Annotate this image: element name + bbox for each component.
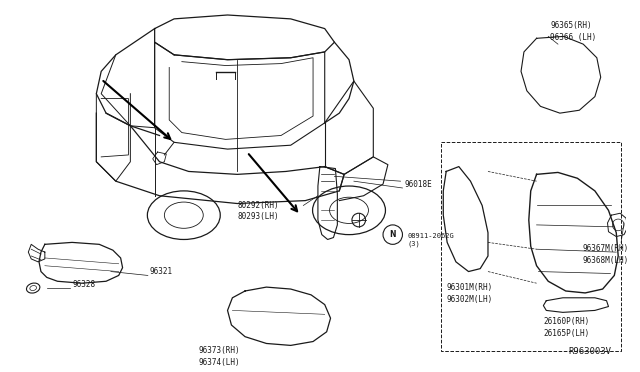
Text: 80292(RH)
80293(LH): 80292(RH) 80293(LH) <box>237 201 279 221</box>
Text: 08911-2062G
(3): 08911-2062G (3) <box>407 232 454 247</box>
Text: 96328: 96328 <box>72 280 95 289</box>
Text: 96301M(RH)
96302M(LH): 96301M(RH) 96302M(LH) <box>446 283 492 304</box>
Text: N: N <box>390 230 396 239</box>
Text: 96018E: 96018E <box>404 180 432 189</box>
Text: 96367M(RH)
96368M(LH): 96367M(RH) 96368M(LH) <box>582 244 628 265</box>
Text: R963003V: R963003V <box>568 347 611 356</box>
Text: 96365(RH)
96366 (LH): 96365(RH) 96366 (LH) <box>550 21 596 42</box>
Text: 96373(RH)
96374(LH): 96373(RH) 96374(LH) <box>198 346 240 367</box>
Text: 96321: 96321 <box>150 267 173 276</box>
Text: 26160P(RH)
26165P(LH): 26160P(RH) 26165P(LH) <box>543 317 589 338</box>
